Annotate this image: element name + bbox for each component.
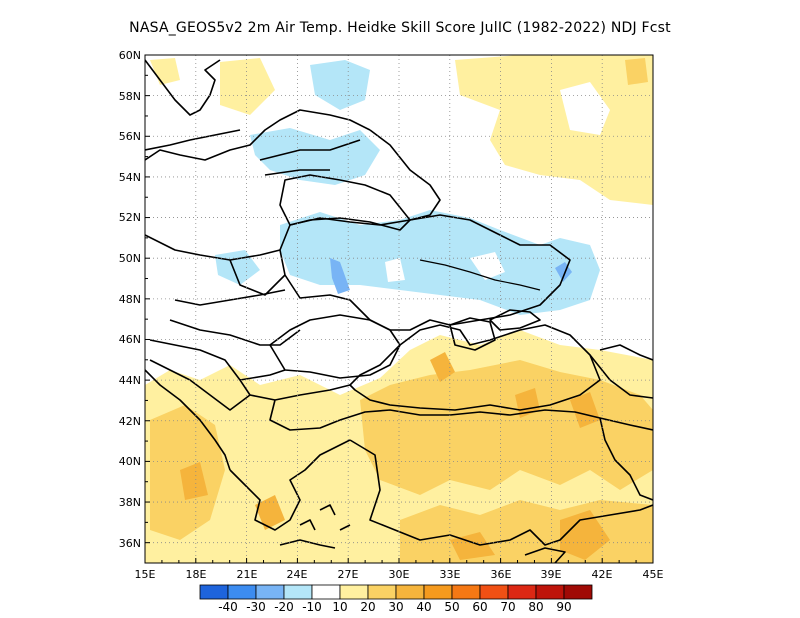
colorbar-swatch [563, 584, 593, 600]
shade-pale-yellow-north-spot [150, 58, 180, 85]
colorbar-swatch [395, 584, 425, 600]
colorbar-label: 90 [556, 600, 571, 614]
lat-label: 56N [119, 130, 141, 143]
colorbar-swatch [311, 584, 341, 600]
shade-light-blue-north [310, 60, 370, 110]
lon-label: 30E [389, 568, 410, 581]
shade-orange-4 [560, 510, 610, 560]
colorbar-swatch [255, 584, 285, 600]
lat-label: 44N [119, 374, 141, 387]
crimea [449, 317, 496, 351]
coastline-baltic-south [145, 129, 241, 151]
coastline-turkey-north [339, 409, 653, 431]
colorbar-label: 40 [416, 600, 431, 614]
colorbar-swatch [339, 584, 369, 600]
lat-label: 50N [119, 252, 141, 265]
lon-label: 21E [237, 568, 258, 581]
lat-label: 36N [119, 537, 141, 550]
lon-label: 45E [643, 568, 664, 581]
lat-label: 46N [119, 333, 141, 346]
lon-label: 27E [338, 568, 359, 581]
shade-pale-yellow-northeast [455, 55, 653, 205]
colorbar-label: 20 [360, 600, 375, 614]
coastline-greece [229, 439, 351, 531]
colorbar: -40 -30 -20 -10 10 20 30 40 50 60 70 80 … [199, 584, 593, 614]
lat-label: 60N [119, 49, 141, 62]
lat-label: 54N [119, 171, 141, 184]
aegean-islands [279, 504, 351, 549]
shade-light-blue-ukraine [280, 210, 600, 315]
azov-sea [489, 309, 541, 331]
shade-orange-1 [430, 352, 455, 382]
lat-label: 38N [119, 496, 141, 509]
shade-orange-5 [255, 495, 285, 530]
border-slovakia-hungary [169, 289, 301, 346]
coastline-turkey-south [349, 439, 653, 546]
colorbar-swatch [507, 584, 537, 600]
colorbar-label: 80 [528, 600, 543, 614]
skill-shading [145, 55, 653, 563]
colorbar-label: 50 [444, 600, 459, 614]
coastline-scandinavia [145, 59, 221, 116]
country-borders [145, 59, 653, 563]
border-poland [145, 234, 286, 296]
shade-white-hole-2 [385, 258, 405, 282]
border-balkans [149, 339, 351, 431]
lat-label: 58N [119, 90, 141, 103]
colorbar-swatch [535, 584, 565, 600]
colorbar-label: -30 [246, 600, 266, 614]
colorbar-swatch [423, 584, 453, 600]
colorbar-labels: -40 -30 -20 -10 10 20 30 40 50 60 70 80 … [218, 600, 571, 614]
lon-label: 42E [592, 568, 613, 581]
lon-labels: 15E 18E 21E 24E 27E 30E 33E 36E 39E 42E … [135, 568, 664, 581]
colorbar-label: 10 [332, 600, 347, 614]
shade-white-hole-1 [470, 252, 505, 280]
border-turkey-east [599, 417, 653, 501]
lon-label: 33E [440, 568, 461, 581]
colorbar-label: 70 [500, 600, 515, 614]
colorbar-swatch [227, 584, 257, 600]
lon-label: 36E [491, 568, 512, 581]
shade-pale-yellow-north [220, 58, 275, 115]
lat-label: 42N [119, 415, 141, 428]
colorbar-label: -40 [218, 600, 238, 614]
shade-light-blue-baltic [250, 128, 380, 185]
axis-ticks [144, 54, 654, 564]
lat-label: 48N [119, 293, 141, 306]
shade-blue-spot-1 [330, 258, 350, 294]
lon-label: 18E [186, 568, 207, 581]
colorbar-swatch [199, 584, 229, 600]
colorbar-label: 60 [472, 600, 487, 614]
coastline-adriatic [145, 369, 231, 471]
colorbar-swatch [451, 584, 481, 600]
lat-labels: 60N 58N 56N 54N 52N 50N 48N 46N 44N 42N … [119, 49, 141, 550]
graticule [145, 55, 653, 563]
lon-label: 24E [287, 568, 308, 581]
chart-title: NASA_GEOS5v2 2m Air Temp. Heidke Skill S… [129, 20, 671, 36]
lon-label: 39E [541, 568, 562, 581]
colorbar-swatch [367, 584, 397, 600]
shade-yellow-northeast-spot [625, 58, 648, 85]
shade-orange-3 [570, 392, 600, 428]
lat-label: 52N [119, 211, 141, 224]
coastline-cyprus [524, 547, 566, 563]
border-russia-west [369, 129, 441, 221]
colorbar-label: -20 [274, 600, 294, 614]
colorbar-label: -10 [302, 600, 322, 614]
colorbar-swatch [479, 584, 509, 600]
border-ukraine [279, 214, 571, 331]
coastline-baltic [145, 109, 371, 161]
colorbar-swatches [199, 584, 593, 600]
colorbar-swatch [283, 584, 313, 600]
coastline-black-sea [349, 324, 601, 411]
colorbar-label: 30 [388, 600, 403, 614]
coastline-caucasus [589, 344, 653, 399]
river-dnieper [419, 259, 541, 291]
map-area [145, 55, 653, 563]
shade-orange-6 [180, 462, 208, 500]
lon-label: 15E [135, 568, 156, 581]
border-baltics [259, 139, 361, 176]
lat-label: 40N [119, 455, 141, 468]
